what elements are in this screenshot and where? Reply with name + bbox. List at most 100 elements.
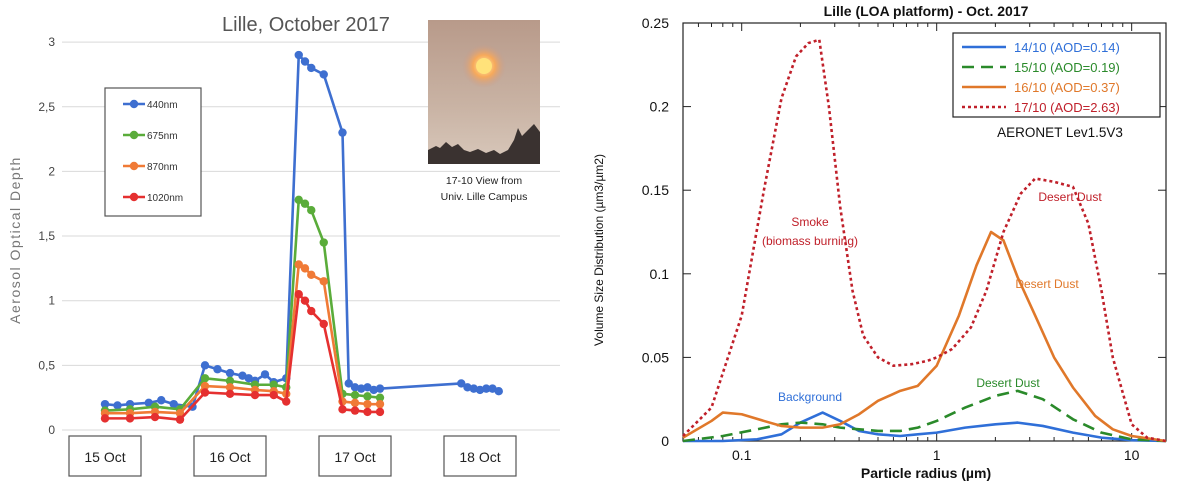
left-data-point <box>319 277 328 286</box>
left-data-point <box>307 306 316 316</box>
left-data-point <box>282 397 291 406</box>
right-legend-label: 17/10 (AOD=2.63) <box>1014 100 1120 115</box>
right-legend: 14/10 (AOD=0.14) 15/10 (AOD=0.19) 16/10 (A… <box>952 32 1161 118</box>
left-x-tick-box <box>193 435 267 477</box>
right-legend-label: 16/10 (AOD=0.37) <box>1014 80 1120 95</box>
photo-trees-silhouette <box>428 124 540 164</box>
left-data-point <box>225 368 235 378</box>
left-data-point <box>375 399 385 409</box>
right-series-15/10 (AOD=0.19) <box>682 389 1167 443</box>
aeronet-source-note: AERONET Lev1.5V3 <box>997 125 1123 140</box>
left-data-point <box>269 390 278 400</box>
left-x-tick-label: 16 Oct <box>209 449 250 465</box>
left-y-axis-label: Aerosol Optical Depth <box>7 156 23 324</box>
left-x-tick-label: 18 Oct <box>459 449 500 465</box>
right-y-tick-label: 0.05 <box>642 349 669 365</box>
right-y-axis-label: Volume Size Distribution (µm3/µm2) <box>592 154 606 346</box>
left-data-point <box>363 392 372 401</box>
right-legend-label: 14/10 (AOD=0.14) <box>1014 40 1120 55</box>
left-data-point <box>469 384 478 393</box>
left-data-point <box>482 384 491 393</box>
left-data-point <box>225 376 235 386</box>
left-data-point <box>300 264 310 273</box>
right-x-tick-labels: 0.1 1 10 <box>682 23 1140 463</box>
right-x-axis-label: Particle radius (µm) <box>861 465 991 481</box>
left-y-tick-label: 1 <box>48 294 55 308</box>
left-data-point <box>260 370 270 379</box>
right-series-17/10 (AOD=2.63) <box>682 38 1167 443</box>
sky-photo-inset: 17-10 View from Univ. Lille Campus <box>428 20 540 203</box>
left-data-point <box>457 379 466 388</box>
left-data-point <box>125 414 135 423</box>
desert-dust-1610-annotation: Desert Dust <box>1015 277 1079 291</box>
left-data-point <box>100 399 110 409</box>
right-y-tick-label: 0.2 <box>650 99 670 115</box>
left-data-point <box>319 319 328 329</box>
left-data-point <box>225 389 235 398</box>
left-y-tick-label: 0,5 <box>38 358 55 372</box>
left-legend: 440nm 675nm 870nm 1020nm <box>104 87 202 217</box>
photo-caption-line2: Univ. Lille Campus <box>441 191 528 203</box>
left-data-point <box>350 390 360 400</box>
left-data-point <box>363 399 372 409</box>
left-data-point <box>175 408 185 418</box>
right-series-14/10 (AOD=0.14) <box>683 411 1167 443</box>
right-y-tick-labels: 0 0.05 0.1 0.15 0.2 0.25 <box>642 15 1166 449</box>
left-data-point <box>350 406 360 415</box>
left-x-tick-label: 17 Oct <box>334 449 375 465</box>
left-data-point <box>369 385 378 395</box>
left-data-point <box>300 296 310 305</box>
left-legend-swatch-marker <box>129 192 139 202</box>
left-legend-swatch-marker <box>129 130 139 140</box>
left-data-point <box>200 388 210 397</box>
left-x-tick-labels: 15 Oct 16 Oct 17 Oct 18 Oct <box>68 435 517 477</box>
left-data-point <box>225 383 235 392</box>
right-x-tick-label: 0.1 <box>732 447 752 463</box>
left-y-tick-labels: 0 0,5 1 1,5 2 2,5 3 <box>38 35 55 437</box>
left-series-group <box>100 50 503 424</box>
left-x-tick-box <box>318 435 392 477</box>
left-data-point <box>338 128 347 137</box>
right-plot-frame <box>682 22 1167 442</box>
left-data-point <box>350 398 360 408</box>
background-annotation: Background <box>778 390 842 404</box>
right-chart-title: Lille (LOA platform) - Oct. 2017 <box>824 3 1029 19</box>
left-legend-box <box>104 87 202 217</box>
right-series-16/10 (AOD=0.37) <box>682 230 1167 443</box>
left-data-point <box>157 396 166 405</box>
left-chart-title: Lille, October 2017 <box>222 14 390 36</box>
left-data-point <box>463 383 472 392</box>
photo-caption-line1: 17-10 View from <box>446 175 523 187</box>
right-series-group <box>682 38 1167 443</box>
left-data-point <box>375 393 385 402</box>
left-x-tick-box <box>443 435 517 477</box>
right-y-tick-label: 0 <box>661 433 669 449</box>
left-data-point <box>169 399 178 409</box>
left-data-point <box>294 195 303 205</box>
left-data-point <box>307 205 316 215</box>
left-x-tick-label: 15 Oct <box>84 449 125 465</box>
left-y-tick-label: 0 <box>48 423 55 437</box>
left-data-point <box>294 260 303 269</box>
smoke-annotation-line2: (biomass burning) <box>762 234 858 248</box>
left-data-point <box>200 361 210 370</box>
left-legend-label: 870nm <box>147 162 178 173</box>
right-y-tick-label: 0.15 <box>642 182 669 198</box>
left-data-point <box>300 57 310 66</box>
left-series-1020nm <box>100 290 385 424</box>
left-data-point <box>300 199 310 208</box>
left-data-point <box>269 380 278 389</box>
left-data-point <box>307 270 316 280</box>
left-legend-label: 440nm <box>147 100 178 111</box>
right-legend-label: 15/10 (AOD=0.19) <box>1014 60 1120 75</box>
left-data-point <box>200 374 210 383</box>
left-data-point <box>100 414 110 423</box>
left-data-point <box>294 290 303 299</box>
left-data-point <box>494 387 503 396</box>
left-legend-swatch-marker <box>129 161 139 171</box>
left-data-point <box>475 385 485 395</box>
right-y-tick-label: 0.1 <box>650 266 670 282</box>
left-data-point <box>344 379 353 388</box>
left-data-point <box>213 365 222 374</box>
left-legend-label: 675nm <box>147 131 178 142</box>
